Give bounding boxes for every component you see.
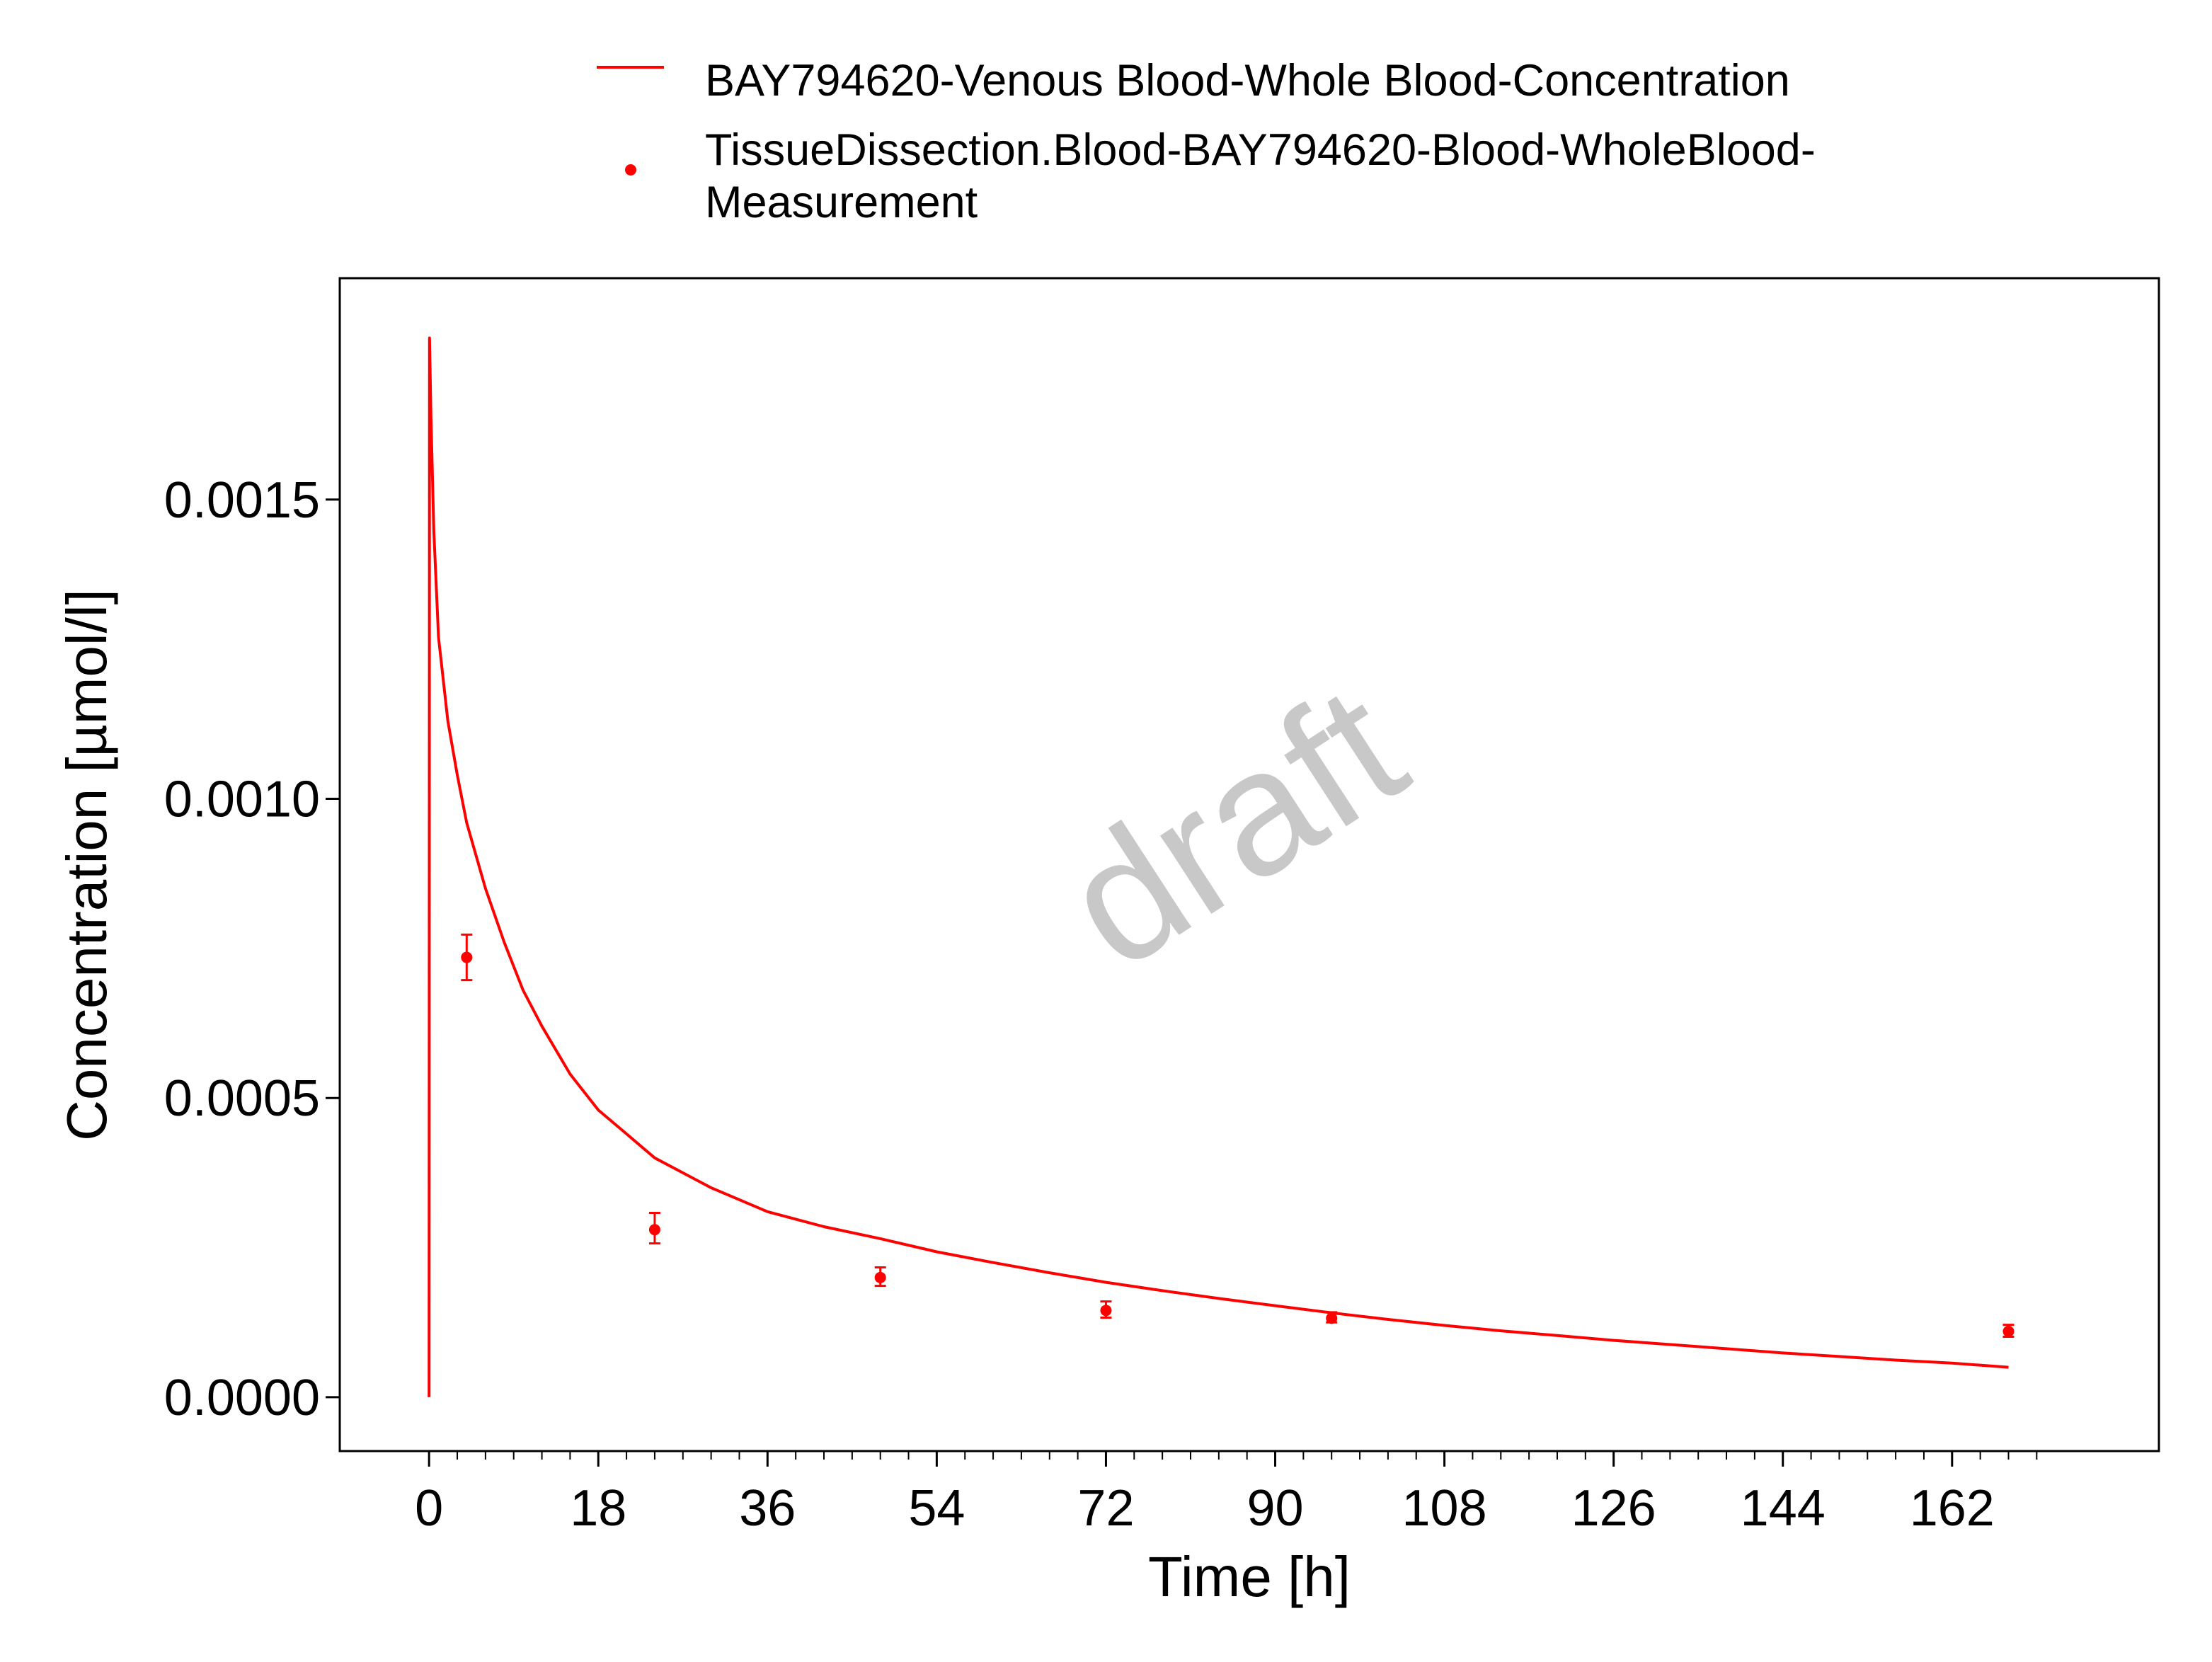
- legend-label-measurement-line-2: Measurement: [705, 178, 978, 227]
- measurement-marker: [2002, 1325, 2015, 1337]
- measurement-marker: [874, 1271, 886, 1283]
- legend: BAY794620-Venous Blood-Whole Blood-Conce…: [597, 56, 1828, 227]
- x-tick-label: 36: [739, 1480, 796, 1537]
- watermark-text: draft: [1031, 647, 1435, 1005]
- measurement-marker: [648, 1224, 660, 1236]
- x-axis-title: Time [h]: [1148, 1545, 1351, 1608]
- legend-label-measurement-line-1: TissueDissection.Blood-BAY794620-Blood-W…: [705, 125, 1816, 175]
- measurement-point: [1100, 1300, 1112, 1319]
- measurement-point: [1326, 1311, 1338, 1324]
- series-simulation: [428, 336, 2009, 1397]
- legend-point-swatch: [625, 164, 636, 176]
- y-tick-label: 0.0000: [164, 1370, 320, 1426]
- simulation-line: [428, 336, 2009, 1397]
- series-measurement: [461, 933, 2015, 1339]
- x-tick-label: 18: [570, 1480, 626, 1537]
- x-tick-label: 162: [1910, 1480, 1995, 1537]
- x-tick-label: 144: [1741, 1480, 1826, 1537]
- x-axis: 0 18 36 54 72 90 108 126 144 162: [415, 1451, 2038, 1537]
- y-tick-label: 0.0005: [164, 1070, 320, 1127]
- legend-label-measurement: TissueDissection.Blood-BAY794620-Blood-W…: [705, 125, 1828, 227]
- measurement-point: [648, 1212, 660, 1245]
- plot-area: [338, 277, 2160, 1452]
- legend-label-simulation: BAY794620-Venous Blood-Whole Blood-Conce…: [705, 56, 1790, 105]
- y-tick-label: 0.0010: [164, 772, 320, 828]
- measurement-marker: [461, 951, 473, 963]
- x-tick-label: 54: [908, 1480, 965, 1537]
- measurement-marker: [1100, 1305, 1112, 1317]
- measurement-point: [461, 933, 473, 982]
- x-tick-label: 72: [1077, 1480, 1134, 1537]
- x-tick-label: 108: [1402, 1480, 1487, 1537]
- x-tick-label: 90: [1247, 1480, 1303, 1537]
- measurement-marker: [1326, 1312, 1338, 1324]
- y-tick-label: 0.0015: [164, 472, 320, 529]
- x-tick-label: 0: [415, 1480, 443, 1537]
- x-tick-label: 126: [1571, 1480, 1656, 1537]
- y-axis: 0.0000 0.0005 0.0010 0.0015: [164, 472, 340, 1426]
- measurement-point: [2002, 1324, 2015, 1339]
- y-axis-title: Concentration [µmol/l]: [55, 589, 118, 1141]
- measurement-point: [874, 1266, 886, 1288]
